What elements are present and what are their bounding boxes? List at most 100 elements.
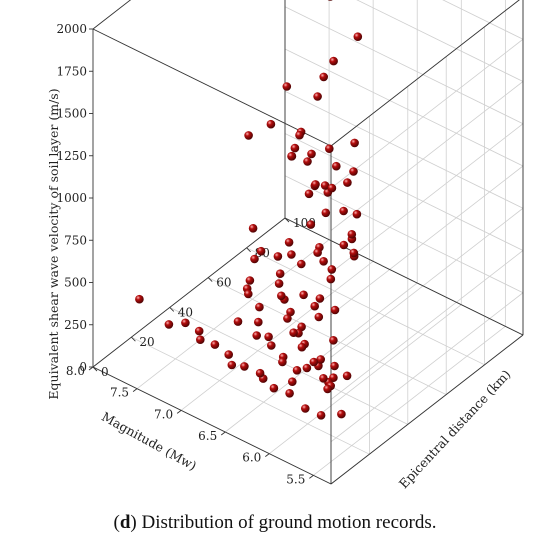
data-point [339,240,349,250]
data-point [319,72,329,82]
right-wall-gridline [284,6,524,125]
data-point [164,320,174,329]
data-point [274,279,284,288]
data-point [330,361,339,371]
x-tick-mark [132,388,138,393]
floor-gridline [246,247,485,366]
x-tick-label: 6.0 [242,451,261,465]
x-tick-label: 6.5 [198,429,217,443]
data-point [273,252,283,261]
x-tick-label: 5.5 [286,472,305,486]
data-point [343,178,352,187]
y-tick-label: 40 [178,305,193,319]
data-point [349,167,358,176]
caption-letter: d [119,512,131,533]
data-point [286,307,295,317]
axis-box-edge [92,366,332,485]
data-point [256,246,266,256]
data-point [304,189,314,199]
data-point [325,144,334,153]
left-wall-gridline [330,38,524,189]
data-point [277,291,286,301]
data-point [255,368,265,378]
data-point [339,206,348,216]
data-point [306,220,316,229]
data-point [250,254,259,264]
data-point [320,181,330,190]
x-tick-label: 8.0 [66,364,85,378]
data-point [303,157,312,166]
data-point [282,82,292,91]
data-point [327,265,337,274]
caption-text: ) Distribution of ground motion records. [130,512,437,533]
data-point [310,301,320,311]
x-tick-mark [88,366,94,371]
data-point [252,331,261,340]
data-point [289,328,298,338]
data-point [319,257,328,266]
data-point [194,326,204,336]
z-tick-label: 250 [64,318,87,332]
floor-gridline [169,307,408,425]
data-point [135,294,144,304]
data-point [316,411,326,420]
left-wall-gridline [330,250,524,400]
right-wall-gridline [442,0,524,40]
data-point [269,383,279,393]
right-wall-gridline [356,0,524,82]
data-point [240,362,249,371]
left-wall-gridline [330,207,524,358]
data-point [352,209,362,219]
data-point [350,138,359,148]
z-tick-label: 1750 [56,64,87,78]
z-tick-label: 0 [79,360,87,374]
data-point [224,350,233,359]
x-axis-label: Magnitude (Mw) [99,409,199,474]
y-axis-label: Epicentral distance (km) [396,367,514,492]
data-point [353,32,363,41]
axis-box-edge [92,0,132,30]
data-point [327,183,337,193]
data-point [244,289,253,299]
z-axis-label: Equivalent shear wave velocity of soil l… [46,88,61,399]
axis-box-edge [92,217,286,368]
data-point [315,294,325,303]
data-point [326,274,336,284]
floor-gridline [180,261,374,411]
data-point [245,276,255,285]
data-point [301,404,310,413]
axes-layer [88,0,524,485]
data-point [295,130,304,140]
z-tick-label: 750 [64,233,87,247]
data-point [210,340,220,349]
axis-box-edge [92,28,332,147]
data-point [297,259,306,269]
left-wall-gridline [330,81,524,231]
axis-box-edge [284,217,524,336]
y-tick-mark [169,307,175,312]
data-point [278,357,287,367]
points-layer [135,0,363,420]
data-point [319,374,328,383]
data-point [284,238,294,247]
data-point [313,92,322,101]
floor-gridline [131,336,370,455]
data-point [337,409,346,419]
data-point [288,377,297,387]
y-tick-mark [207,277,213,282]
floor-gridline [269,304,462,454]
data-point [313,248,322,257]
data-point [266,119,276,129]
data-point [264,332,273,342]
data-point [297,322,306,332]
z-tick-label: 500 [64,276,87,290]
x-tick-mark [265,453,270,458]
data-point [255,302,264,312]
data-point [349,248,359,258]
data-point [347,230,357,239]
data-point [302,363,312,373]
y-tick-mark [131,336,136,342]
axis-box-edge [330,0,520,147]
y-tick-label: 0 [101,365,109,379]
data-point [292,366,302,375]
